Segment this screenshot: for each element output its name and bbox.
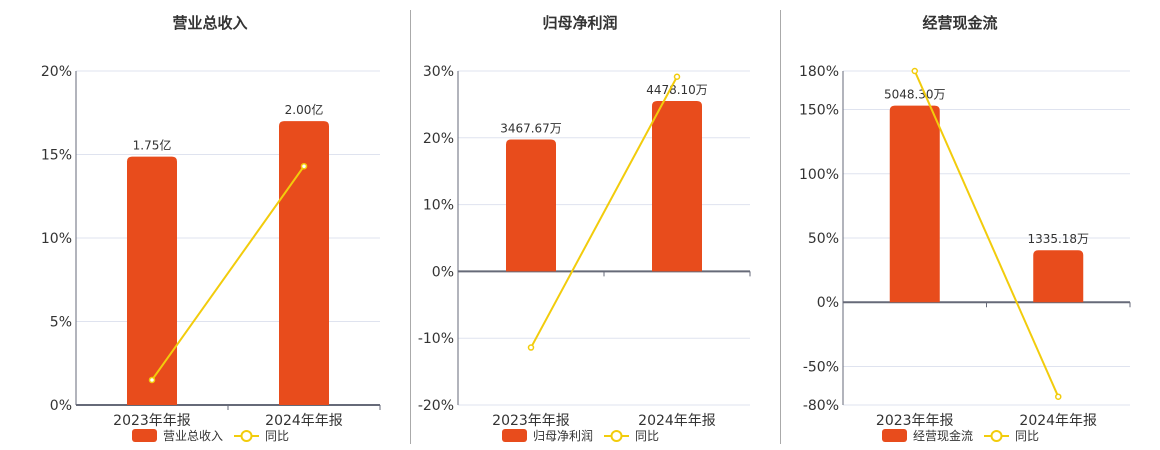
y-tick-label: 0% — [432, 264, 454, 280]
x-tick-label: 2024年年报 — [265, 413, 343, 429]
bar[interactable] — [652, 101, 702, 272]
chart-title: 归母净利润 — [542, 14, 617, 32]
y-tick-label: 0% — [50, 398, 72, 414]
legend-bar-swatch[interactable] — [132, 429, 157, 442]
chart-panel-3: 经营现金流 180% 150% 100% 50% 0% -50% -80% 5048.30万 20… — [799, 14, 1131, 443]
y-tick-label: 100% — [799, 167, 839, 183]
legend-line-label[interactable]: 同比 — [265, 429, 289, 443]
y-tick-label: 30% — [423, 64, 454, 80]
bar-data-label: 4478.10万 — [646, 83, 708, 97]
legend-line-label[interactable]: 同比 — [1015, 429, 1039, 443]
y-tick-label: 15% — [41, 148, 72, 164]
line-point[interactable] — [911, 67, 918, 75]
x-tick-label: 2024年年报 — [1019, 413, 1097, 429]
y-tick-label: 50% — [808, 231, 839, 247]
line-series-yoy — [151, 165, 305, 381]
x-tick-label: 2023年年报 — [876, 413, 954, 429]
legend-bar-swatch[interactable] — [502, 429, 527, 442]
bar-data-label: 1.75亿 — [133, 138, 172, 153]
line-point[interactable] — [1055, 393, 1062, 400]
y-tick-label: 0% — [817, 295, 839, 311]
bar-data-label: 3467.67万 — [500, 121, 562, 135]
y-tick-label: 5% — [50, 315, 72, 331]
y-tick-label: -50% — [803, 359, 839, 375]
x-tick-label: 2023年年报 — [492, 413, 570, 429]
legend-bar-label[interactable]: 归母净利润 — [533, 429, 593, 443]
chart-panel-1: 营业总收入 20% 15% 10% 5% 0% 1.75亿 2023年年报 2.00亿 2024年… — [41, 14, 381, 443]
x-tick-label: 2023年年报 — [113, 413, 191, 429]
legend-line-label[interactable]: 同比 — [635, 429, 659, 443]
x-tick-label: 2024年年报 — [638, 413, 716, 429]
line-point[interactable] — [148, 376, 156, 384]
bar[interactable] — [279, 121, 329, 405]
y-tick-label: 150% — [799, 103, 839, 119]
chart-title: 经营现金流 — [922, 14, 997, 32]
chart-panel-2: 归母净利润 30% 20% 10% 0% -10% -20% 3467.67万 2023年年报 4… — [418, 14, 751, 443]
y-tick-label: -10% — [418, 331, 454, 347]
bar-data-label: 5048.30万 — [884, 88, 946, 102]
bar-data-label: 1335.18万 — [1027, 232, 1089, 246]
line-point[interactable] — [527, 344, 535, 351]
legend-bar-label[interactable]: 经营现金流 — [913, 428, 973, 443]
legend-bar-label[interactable]: 营业总收入 — [163, 429, 223, 443]
y-tick-label: 20% — [423, 131, 454, 147]
y-tick-label: -20% — [418, 398, 454, 414]
line-series-yoy — [530, 76, 678, 349]
y-tick-label: 10% — [41, 231, 72, 247]
y-tick-label: 180% — [799, 64, 839, 80]
line-series-yoy — [913, 70, 1060, 398]
legend-bar-swatch[interactable] — [882, 429, 907, 442]
legend-line-marker — [610, 430, 623, 442]
y-tick-label: -80% — [803, 398, 839, 414]
y-tick-label: 20% — [41, 64, 72, 80]
chart-title: 营业总收入 — [172, 14, 247, 32]
line-point[interactable] — [300, 162, 308, 170]
bar[interactable] — [127, 156, 177, 405]
bar-data-label: 2.00亿 — [285, 102, 324, 117]
bar[interactable] — [1033, 250, 1084, 303]
y-tick-label: 10% — [423, 198, 454, 214]
line-point[interactable] — [673, 73, 681, 80]
bar[interactable] — [889, 105, 940, 303]
legend-line-marker — [990, 430, 1003, 442]
bar[interactable] — [506, 139, 556, 272]
legend-line-marker — [240, 430, 253, 442]
